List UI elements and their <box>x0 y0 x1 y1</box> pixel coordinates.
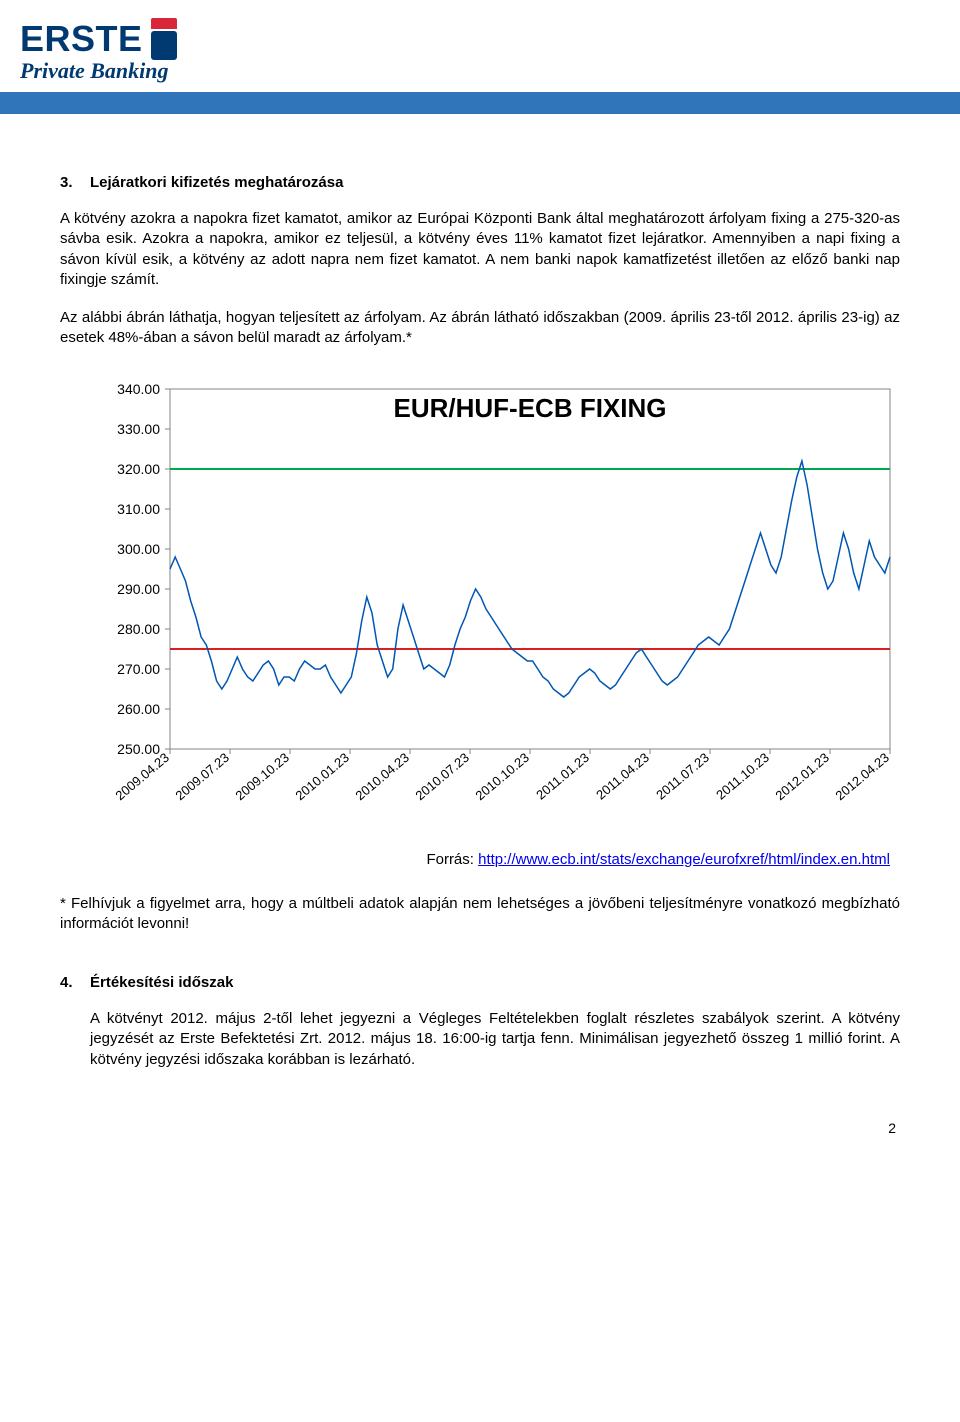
footnote-disclaimer: * Felhívjuk a figyelmet arra, hogy a múl… <box>60 894 900 935</box>
section-3-number: 3. <box>60 174 90 191</box>
logo-s-icon <box>151 18 177 60</box>
svg-text:2011.10.23: 2011.10.23 <box>713 749 772 802</box>
svg-text:290.00: 290.00 <box>117 581 160 597</box>
section-3-para-2: Az alábbi ábrán láthatja, hogyan teljesí… <box>60 308 900 349</box>
svg-text:2011.07.23: 2011.07.23 <box>653 749 712 802</box>
chart-svg: 250.00 260.00 270.00 280.00 290.00 300.00 310.… <box>90 379 910 839</box>
svg-text:2009.04.23: 2009.04.23 <box>112 749 171 802</box>
svg-text:2010.10.23: 2010.10.23 <box>472 749 531 802</box>
erste-logo: ERSTE Private Banking <box>20 18 177 84</box>
source-link[interactable]: http://www.ecb.int/stats/exchange/eurofx… <box>478 851 890 868</box>
svg-text:270.00: 270.00 <box>117 661 160 677</box>
svg-text:250.00: 250.00 <box>117 741 160 757</box>
svg-text:2012.01.23: 2012.01.23 <box>772 749 831 802</box>
logo-block: ERSTE Private Banking <box>0 0 960 92</box>
header-bar <box>0 92 960 114</box>
svg-text:2010.07.23: 2010.07.23 <box>412 749 471 802</box>
section-4-number: 4. <box>60 974 90 991</box>
section-3-para-1: A kötvény azokra a napokra fizet kamatot… <box>60 209 900 290</box>
section-4-para-1: A kötvényt 2012. május 2-től lehet jegye… <box>90 1009 900 1070</box>
svg-text:280.00: 280.00 <box>117 621 160 637</box>
svg-text:320.00: 320.00 <box>117 461 160 477</box>
svg-text:EUR/HUF-ECB FIXING: EUR/HUF-ECB FIXING <box>394 393 667 423</box>
svg-text:2009.10.23: 2009.10.23 <box>232 749 291 802</box>
page-number: 2 <box>60 1120 900 1136</box>
source-label: Forrás: <box>426 851 478 868</box>
svg-text:2011.04.23: 2011.04.23 <box>593 749 652 802</box>
section-3-title: Lejáratkori kifizetés meghatározása <box>90 174 343 191</box>
svg-text:2009.07.23: 2009.07.23 <box>172 749 231 802</box>
logo-brand-text: ERSTE <box>20 18 143 60</box>
svg-text:340.00: 340.00 <box>117 381 160 397</box>
section-4-title: Értékesítési időszak <box>90 974 233 991</box>
section-4: 4. Értékesítési időszak A kötvényt 2012.… <box>60 974 900 1070</box>
svg-text:2010.01.23: 2010.01.23 <box>292 749 351 802</box>
eur-huf-chart: 250.00 260.00 270.00 280.00 290.00 300.00 310.… <box>90 379 900 839</box>
svg-text:310.00: 310.00 <box>117 501 160 517</box>
svg-text:260.00: 260.00 <box>117 701 160 717</box>
svg-text:330.00: 330.00 <box>117 421 160 437</box>
section-3: 3. Lejáratkori kifizetés meghatározása A… <box>60 174 900 349</box>
svg-text:300.00: 300.00 <box>117 541 160 557</box>
svg-text:2012.04.23: 2012.04.23 <box>832 749 891 802</box>
logo-subtitle: Private Banking <box>20 58 177 84</box>
svg-text:2011.01.23: 2011.01.23 <box>533 749 592 802</box>
chart-source: Forrás: http://www.ecb.int/stats/exchang… <box>60 851 900 868</box>
svg-text:2010.04.23: 2010.04.23 <box>352 749 411 802</box>
